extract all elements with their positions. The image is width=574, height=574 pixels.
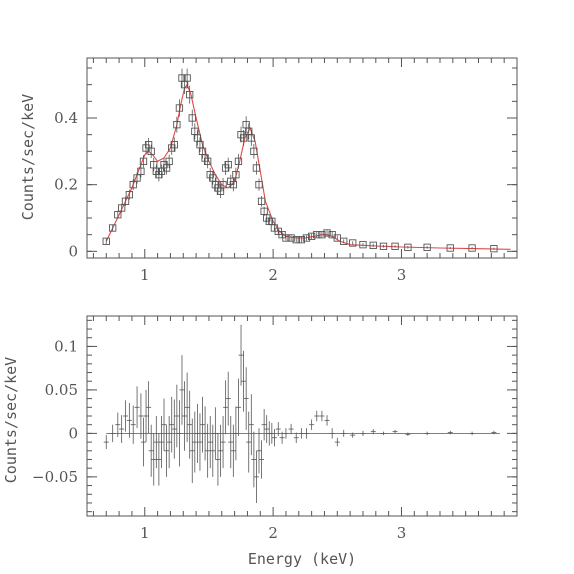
residual-x-tick-labels: 1 2 3 (140, 524, 406, 542)
data-point (147, 147, 155, 155)
data-point (252, 164, 261, 172)
spectrum-x-tick-label: 1 (140, 266, 150, 284)
data-point (121, 197, 130, 205)
residual-y-tick-label: 0.05 (45, 381, 78, 399)
data-point (446, 244, 454, 252)
data-point (287, 234, 295, 242)
data-point (133, 174, 141, 182)
data-point (219, 181, 227, 189)
residual-y-tick-labels: −0.05 0 0.05 0.1 (32, 337, 78, 485)
spectrum-panel: 1 2 3 0 0.2 0.4 Counts/sec/keV (19, 57, 518, 284)
data-point (250, 147, 258, 155)
residual-plot-frame (86, 315, 518, 517)
data-point (170, 141, 178, 149)
data-point (224, 161, 232, 169)
data-point (229, 181, 237, 189)
data-point (313, 231, 321, 239)
residual-x-tick-label: 3 (397, 524, 407, 542)
data-point (379, 242, 388, 250)
data-point (323, 229, 331, 237)
spectrum-x-tick-labels: 1 2 3 (140, 266, 406, 284)
spectrum-y-tick-label: 0.2 (54, 176, 78, 194)
data-point (247, 134, 255, 142)
residual-panel: 1 2 3 −0.05 0 0.05 0.1 Counts/sec/keV Energy … (2, 315, 518, 568)
residual-y-tick-label: −0.05 (32, 468, 78, 486)
data-point (490, 245, 498, 253)
spectrum-y-tick-labels: 0 0.2 0.4 (54, 109, 78, 260)
residual-y-tick-label: 0.1 (54, 337, 78, 355)
spectrum-y-tick-label: 0.4 (54, 109, 78, 127)
data-point (173, 121, 181, 129)
data-point (369, 241, 377, 249)
data-point (292, 236, 300, 244)
data-point (183, 74, 191, 82)
residual-x-tick-label: 1 (140, 524, 150, 542)
spectrum-x-tick-label: 2 (268, 266, 278, 284)
data-point (234, 157, 243, 165)
residual-y-axis-label: Counts/sec/keV (2, 357, 20, 483)
residual-data-points (103, 324, 497, 503)
data-point (468, 244, 476, 252)
data-point (165, 157, 173, 165)
data-point (282, 234, 290, 242)
data-point (125, 191, 134, 199)
spectrum-y-tick-label: 0 (68, 242, 78, 260)
spectrum-plot-frame (86, 57, 518, 259)
residual-x-tick-label: 2 (268, 524, 278, 542)
data-point (175, 104, 184, 112)
data-point (232, 171, 240, 179)
data-point (118, 204, 126, 212)
spectrum-y-axis-label: Counts/sec/keV (19, 94, 37, 220)
data-point (359, 241, 367, 249)
data-point (109, 224, 117, 232)
data-point (239, 134, 248, 142)
data-point (255, 181, 263, 189)
x-axis-label: Energy (keV) (248, 550, 356, 568)
data-point (297, 236, 306, 244)
residual-y-tick-label: 0 (68, 424, 78, 442)
data-point (139, 157, 148, 165)
data-point (340, 237, 348, 245)
data-point (307, 232, 316, 240)
data-point (186, 91, 194, 99)
data-point (188, 114, 196, 122)
residual-axis-ticks (87, 316, 518, 516)
data-point (404, 243, 412, 251)
data-point (391, 242, 399, 250)
data-point (318, 231, 326, 239)
data-point (349, 239, 357, 247)
spectrum-data-points (102, 68, 498, 253)
data-point (257, 197, 266, 205)
data-point (102, 237, 110, 245)
spectrum-axis-ticks (87, 58, 518, 258)
data-point (114, 211, 122, 219)
data-point (423, 243, 431, 251)
data-point (204, 157, 212, 165)
data-point (129, 181, 137, 189)
spectrum-x-tick-label: 3 (397, 266, 407, 284)
data-point (137, 167, 145, 175)
data-point (302, 234, 311, 242)
